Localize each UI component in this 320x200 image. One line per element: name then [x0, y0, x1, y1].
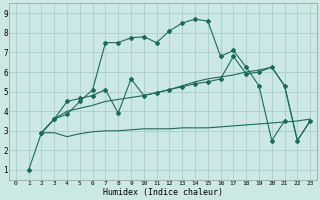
X-axis label: Humidex (Indice chaleur): Humidex (Indice chaleur) [103, 188, 223, 197]
